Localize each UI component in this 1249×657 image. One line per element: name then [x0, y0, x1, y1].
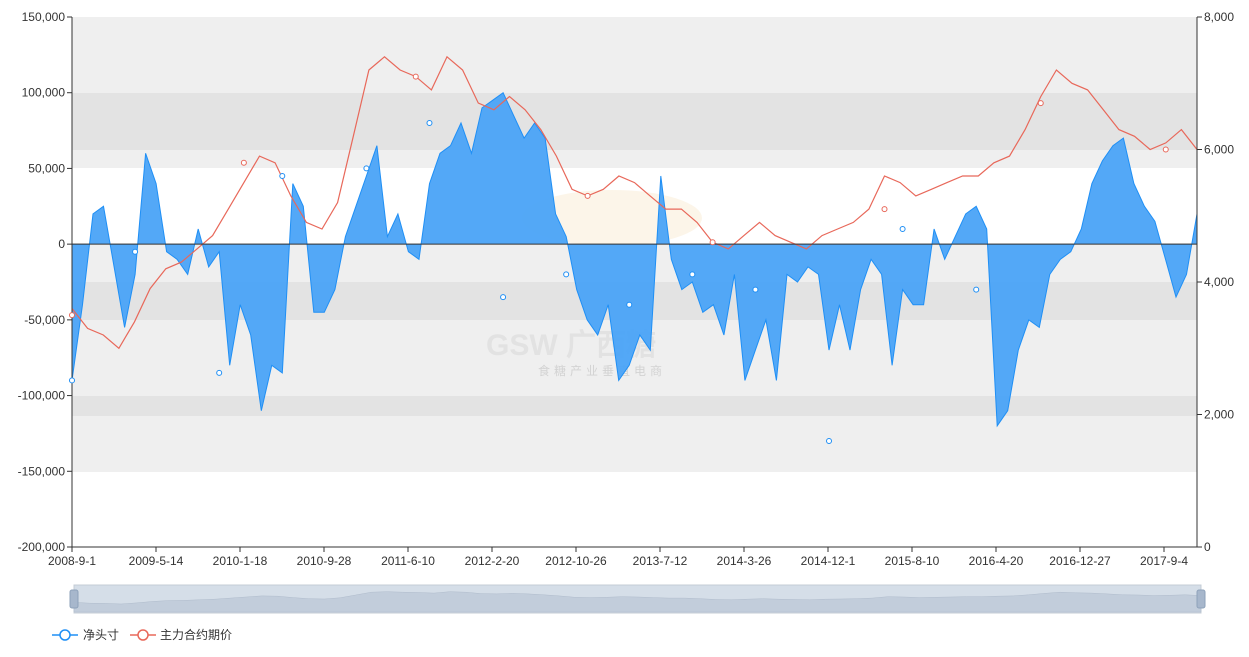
- net-position-marker: [689, 271, 696, 278]
- x-tick-label: 2017-9-4: [1140, 554, 1188, 568]
- background-band-0: [72, 17, 1197, 93]
- futures-price-path: [71, 55, 1198, 350]
- right-tick-label: 2,000: [1204, 408, 1234, 422]
- background-band-6: [72, 396, 1197, 416]
- background-band-2: [72, 150, 1197, 168]
- net-position-marker: [132, 248, 139, 255]
- zoom-handle-left[interactable]: [69, 589, 79, 609]
- net-position-line: [71, 91, 1198, 428]
- net-position-marker: [899, 226, 906, 232]
- background-band-1: [72, 93, 1197, 150]
- right-tick-label: 8,000: [1204, 10, 1234, 24]
- right-tick-label: 6,000: [1204, 143, 1234, 157]
- net-position-area: [71, 91, 1198, 428]
- background-band-7: [72, 416, 1197, 472]
- x-tick-label: 2012-10-26: [545, 554, 607, 568]
- net-position-marker: [626, 301, 633, 308]
- x-tick-label: 2014-12-1: [801, 554, 856, 568]
- x-tick-label: 2013-7-12: [633, 554, 688, 568]
- futures-price-marker: [69, 312, 75, 319]
- futures-price-marker: [709, 239, 716, 246]
- legend-item-futures-price[interactable]: 主力合约期价: [130, 627, 232, 642]
- net-position-marker: [826, 438, 833, 444]
- left-tick-label: 100,000: [22, 86, 66, 100]
- legend-swatch-circle: [59, 629, 71, 641]
- net-position-marker: [69, 377, 75, 384]
- axes: 150,000 100,000 50,000 0 -50,000 -100,000 -150…: [18, 10, 1235, 568]
- x-tick-label: 2014-3-26: [717, 554, 772, 568]
- futures-price-marker: [412, 73, 419, 80]
- x-tick-label: 2010-9-28: [297, 554, 352, 568]
- legend-item-net-position[interactable]: 净头寸: [52, 628, 119, 642]
- left-tick-label: -100,000: [18, 389, 66, 403]
- x-tick-label: 2009-5-14: [129, 554, 184, 568]
- watermark-subtitle: 食糖产业垂直电商: [538, 363, 666, 378]
- legend-label-net-position: 净头寸: [83, 628, 119, 642]
- legend-swatch-circle: [137, 629, 149, 641]
- futures-price-marker: [1037, 100, 1044, 107]
- series-markers: [69, 73, 1169, 444]
- zoom-preview: [73, 591, 1202, 613]
- futures-price-marker: [584, 192, 591, 199]
- net-position-marker: [216, 369, 223, 376]
- net-position-marker: [279, 173, 286, 179]
- x-tick-label: 2011-6-10: [381, 554, 435, 568]
- net-position-marker: [500, 294, 507, 301]
- right-tick-label: 4,000: [1204, 275, 1234, 289]
- legend: 净头寸 主力合约期价: [52, 627, 232, 642]
- left-tick-label: 150,000: [22, 10, 66, 24]
- x-tick-label: 2016-4-20: [969, 554, 1024, 568]
- net-position-marker: [563, 271, 570, 278]
- net-position-marker: [363, 165, 370, 172]
- futures-price-marker: [240, 159, 247, 166]
- futures-price-marker: [1162, 146, 1169, 153]
- left-tick-label: -50,000: [24, 313, 65, 327]
- x-tick-label: 2010-1-18: [213, 554, 268, 568]
- x-tick-label: 2016-12-27: [1049, 554, 1111, 568]
- left-tick-label: -150,000: [18, 464, 66, 478]
- left-tick-label: -200,000: [18, 540, 66, 554]
- right-tick-label: 0: [1204, 540, 1211, 554]
- left-tick-label: 50,000: [28, 161, 65, 175]
- x-tick-label: 2015-8-10: [885, 554, 940, 568]
- zoom-handle-right[interactable]: [1196, 589, 1206, 609]
- x-tick-label: 2012-2-20: [465, 554, 520, 568]
- net-position-marker: [752, 286, 759, 293]
- futures-price-marker: [881, 206, 888, 213]
- net-position-marker: [426, 120, 433, 126]
- net-position-fill: [72, 92, 1197, 426]
- futures-price-line: [71, 55, 1198, 350]
- legend-label-futures-price: 主力合约期价: [160, 627, 232, 642]
- data-zoom-slider[interactable]: [69, 584, 1206, 614]
- x-tick-label: 2008-9-1: [48, 554, 96, 568]
- net-position-marker: [973, 286, 980, 293]
- left-tick-label: 0: [58, 237, 65, 251]
